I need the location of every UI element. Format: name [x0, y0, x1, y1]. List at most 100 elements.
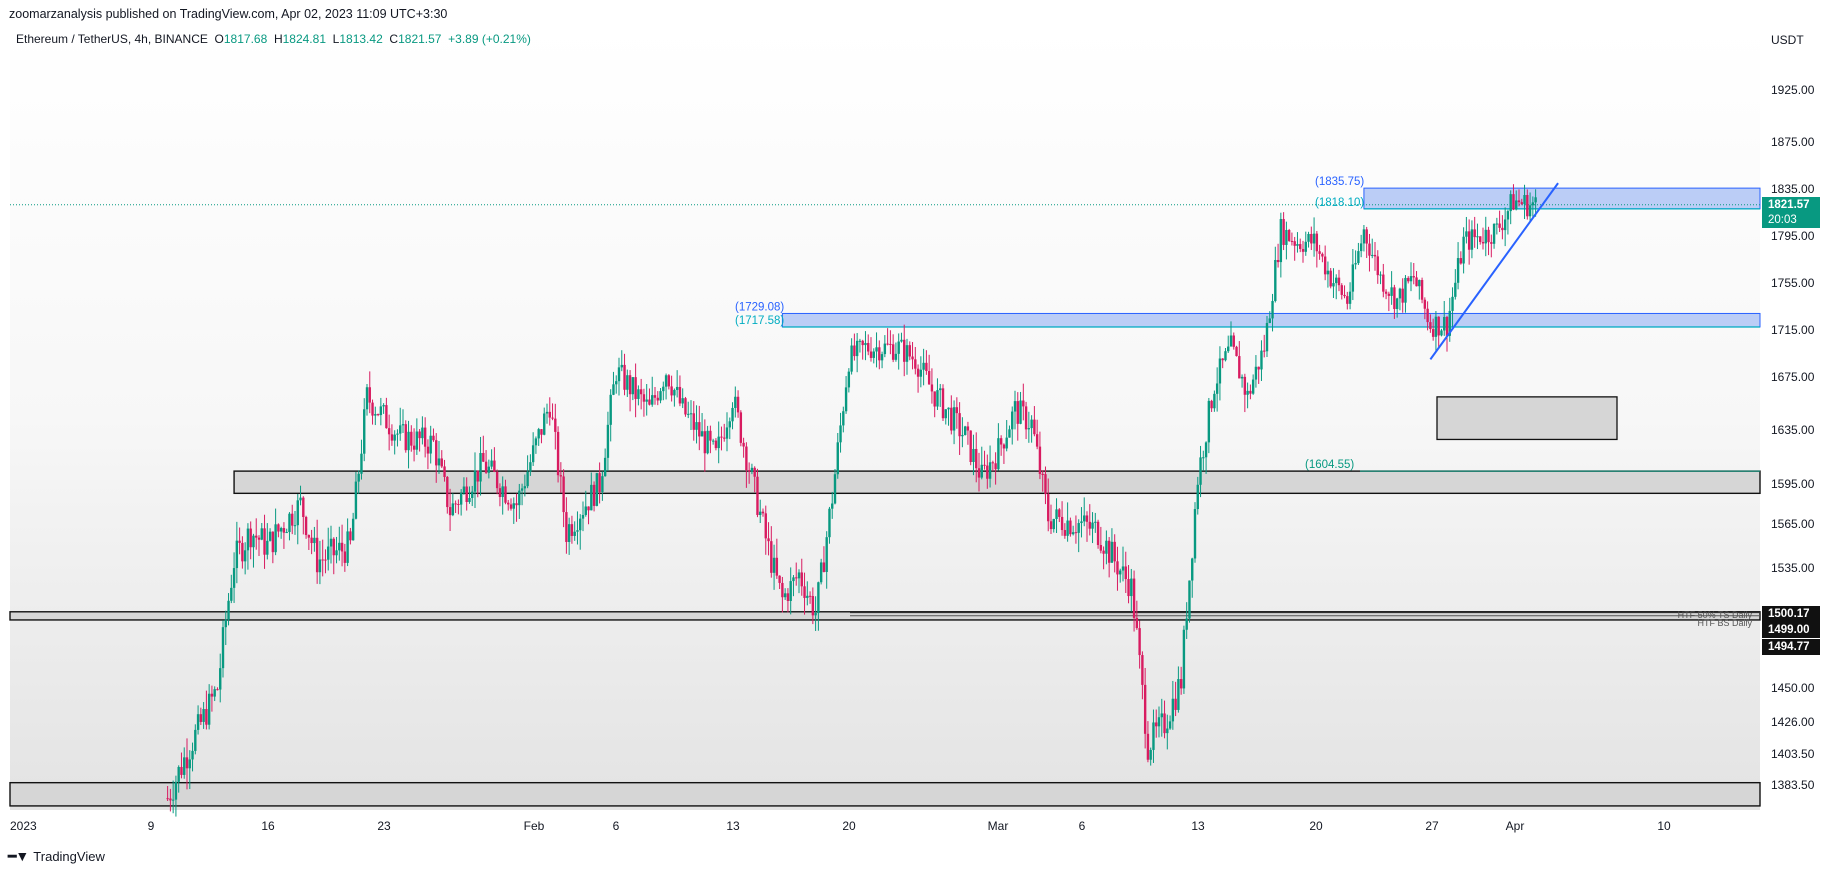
candle-body — [811, 596, 815, 616]
candle-body — [1517, 200, 1521, 203]
candle-body — [177, 766, 180, 782]
candle-body — [194, 729, 197, 751]
candle-body — [739, 412, 743, 443]
candle-body — [1268, 318, 1271, 323]
candle-body — [271, 531, 275, 553]
candle-body — [1224, 351, 1227, 361]
candle-body — [1301, 248, 1305, 252]
candle-body — [775, 557, 779, 576]
y-tick-label: 1925.00 — [1771, 83, 1815, 97]
legend-low-key: L — [332, 32, 340, 46]
x-tick-label: Feb — [524, 819, 545, 833]
candle-body — [1373, 254, 1377, 257]
candle-body — [468, 498, 471, 502]
candle-body — [603, 457, 607, 477]
candle-body — [1437, 316, 1440, 336]
candle-body — [1484, 229, 1487, 244]
candle-body — [947, 407, 950, 410]
zone-price-label: (1604.55) — [1305, 459, 1354, 471]
candle-body — [781, 582, 784, 598]
candle-body — [939, 388, 942, 391]
candle-body — [731, 407, 734, 422]
candle-body — [404, 424, 407, 451]
tradingview-footer[interactable]: ━▼ TradingView — [8, 848, 105, 865]
candle-body — [858, 340, 862, 342]
candle-body — [590, 484, 593, 511]
candle-body — [709, 430, 712, 441]
candle-body — [302, 497, 305, 518]
candle-body — [318, 559, 322, 573]
candle-body — [1404, 277, 1407, 303]
candle-body — [1044, 474, 1047, 495]
candle-body — [476, 470, 479, 482]
candle-body — [972, 448, 975, 462]
candle-body — [886, 343, 889, 345]
candle-body — [1227, 346, 1230, 352]
candle-body — [1171, 698, 1175, 722]
price-tag-1499-00: 1499.00 — [1762, 622, 1820, 638]
candle-body — [1473, 229, 1476, 238]
candle-body — [659, 391, 662, 401]
candle-body — [1052, 518, 1055, 530]
candle-body — [1030, 419, 1033, 429]
candle-body — [324, 559, 327, 561]
candle-body — [183, 757, 186, 775]
candle-body — [1238, 356, 1241, 379]
legend-symbol[interactable]: Ethereum / TetherUS, 4h, BINANCE — [16, 32, 208, 46]
candle-body — [235, 540, 239, 569]
candle-body — [379, 406, 383, 416]
candle-body — [595, 473, 599, 506]
candle-body — [1202, 457, 1205, 459]
candle-body — [554, 418, 557, 432]
candle-body — [761, 511, 765, 514]
candle-body — [997, 438, 1000, 470]
candle-body — [277, 524, 280, 532]
x-tick-label: 2023 — [10, 819, 37, 833]
candle-body — [351, 518, 355, 541]
candle-body — [975, 448, 978, 469]
candle-body — [1121, 566, 1125, 571]
candle-body — [772, 557, 776, 573]
candle-body — [1299, 244, 1302, 249]
candle-body — [825, 537, 828, 572]
candle-body — [1451, 296, 1454, 311]
candle-body — [601, 476, 604, 493]
candle-body — [266, 540, 269, 555]
candle-body — [653, 395, 657, 398]
candle-body — [1132, 578, 1136, 618]
candle-body — [639, 389, 643, 395]
candle-body — [850, 345, 853, 372]
candle-body — [399, 425, 402, 434]
candle-body — [340, 542, 344, 552]
candle-body — [559, 475, 563, 477]
candle-body — [346, 531, 349, 563]
candle-body — [927, 371, 931, 385]
candle-body — [914, 359, 917, 369]
candle-body — [1160, 713, 1163, 718]
candle-body — [454, 503, 457, 505]
x-tick-label: Apr — [1506, 819, 1525, 833]
candle-body — [847, 371, 851, 388]
legend-change: +3.89 (+0.21%) — [448, 32, 531, 46]
candle-body — [842, 411, 845, 426]
candle-body — [620, 364, 623, 368]
candle-body — [562, 476, 565, 513]
y-tick-label: 1535.00 — [1771, 561, 1815, 575]
candle-body — [675, 386, 679, 390]
candle-body — [299, 497, 302, 501]
x-tick-label: 6 — [613, 819, 620, 833]
candle-body — [606, 424, 610, 458]
candle-body — [651, 395, 654, 405]
candle-body — [1008, 429, 1011, 438]
candle-body — [304, 517, 308, 536]
candle-body — [637, 389, 640, 399]
candle-body — [1467, 231, 1471, 250]
candle-body — [598, 473, 601, 493]
candle-body — [808, 595, 812, 597]
candle-body — [706, 430, 709, 454]
candle-body — [1058, 509, 1061, 517]
candle-body — [700, 431, 704, 437]
candle-body — [1049, 521, 1053, 530]
candle-body — [581, 514, 585, 519]
